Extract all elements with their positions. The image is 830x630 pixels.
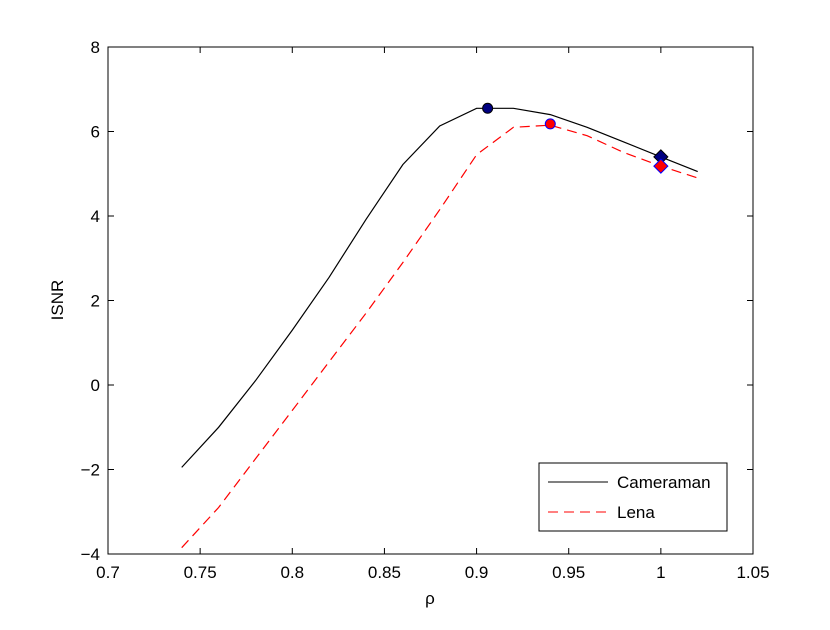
x-tick-label: 0.85 [368,563,401,582]
marker-layer [482,102,669,174]
x-tick-label: 0.75 [184,563,217,582]
diamond-marker-lena [653,158,669,174]
series-line-lena [181,124,698,549]
circle-marker-cameraman [482,102,494,114]
y-axis-label: ISNR [48,280,67,321]
tick-layer: 0.7 0.75 0.8 0.85 0.9 0.95 1 1.05 −4 −2 0 2 4 6 8 [81,38,770,582]
x-tick-label: 0.8 [280,563,304,582]
y-tick-label: 4 [91,207,100,226]
y-tick-label: 2 [91,292,100,311]
y-tick-label: 8 [91,38,100,57]
y-tick-label: 0 [91,376,100,395]
y-tick-label: −4 [81,545,100,564]
x-tick-label: 0.95 [552,563,585,582]
circle-marker-lena [544,118,556,130]
y-tick-label: −2 [81,461,100,480]
y-tick-label: 6 [91,123,100,142]
x-tick-label: 1 [656,563,665,582]
x-tick-label: 0.7 [96,563,120,582]
legend-label-lena: Lena [617,503,655,522]
x-tick-label: 1.05 [736,563,769,582]
legend-label-cameraman: Cameraman [617,473,711,492]
series-layer [181,107,698,549]
x-tick-label: 0.9 [465,563,489,582]
legend: Cameraman Lena [538,462,728,532]
legend-box [538,462,728,532]
x-axis-label: ρ [425,589,435,608]
series-line-cameraman [181,107,698,468]
